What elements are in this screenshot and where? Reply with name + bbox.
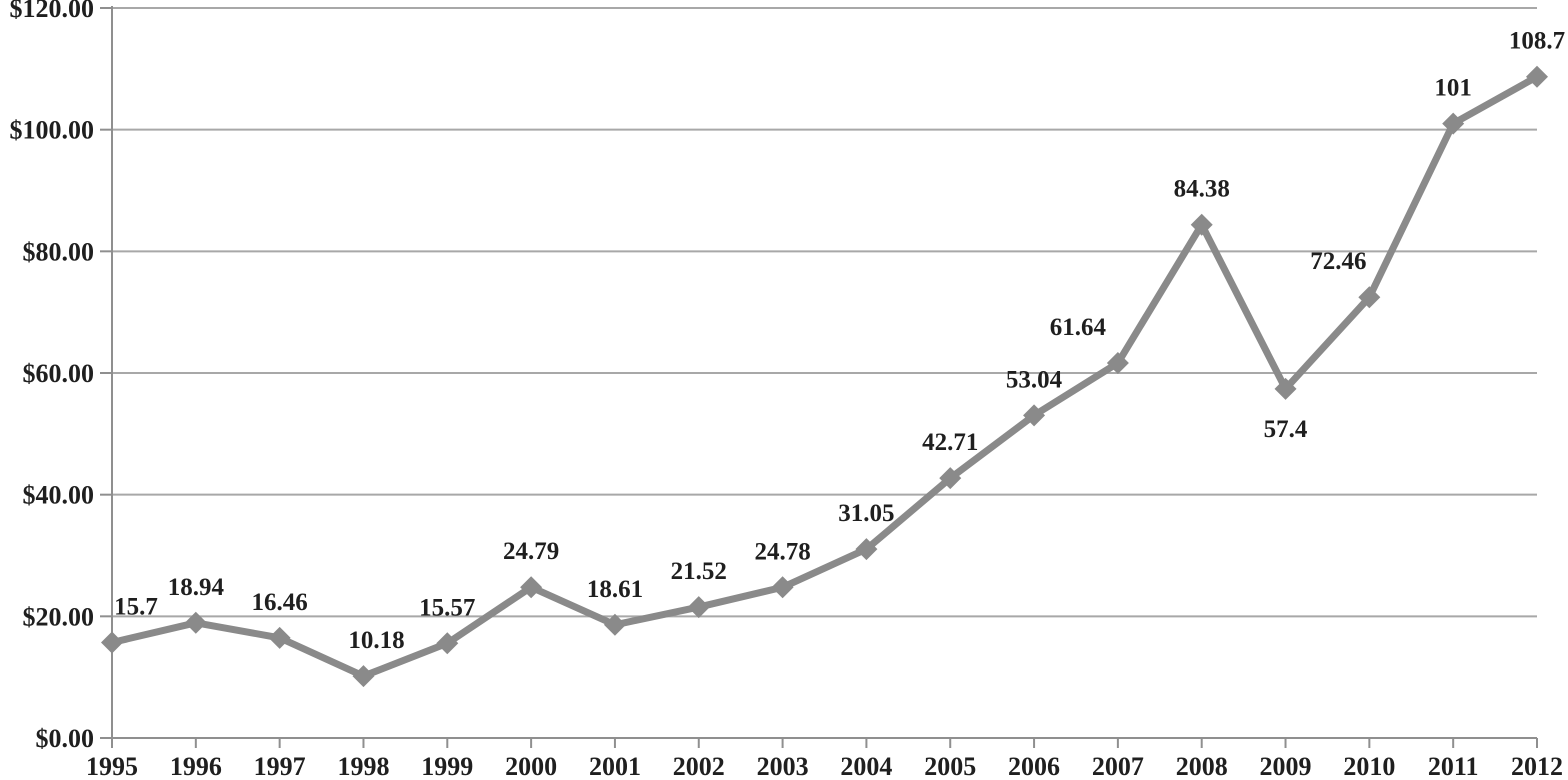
x-axis-tick-label: 1995	[86, 752, 138, 780]
data-point-marker	[1442, 112, 1465, 135]
x-axis-tick-label: 2008	[1176, 752, 1228, 780]
x-axis-tick-label: 2011	[1428, 752, 1479, 780]
data-point-marker	[939, 467, 962, 490]
y-axis-tick-label: $60.00	[23, 359, 95, 388]
data-point-label: 72.46	[1310, 248, 1366, 275]
x-axis-tick-label: 2007	[1092, 752, 1144, 780]
y-axis-tick-label: $120.00	[10, 0, 95, 23]
data-point-label: 61.64	[1050, 314, 1107, 341]
y-axis-tick-label: $0.00	[36, 724, 95, 753]
data-point-label: 108.7	[1509, 28, 1565, 55]
data-point-label: 57.4	[1264, 416, 1308, 443]
data-point-marker	[268, 626, 291, 649]
data-point-label: 18.94	[168, 574, 225, 601]
data-point-label: 10.18	[348, 627, 404, 654]
data-point-label: 15.57	[419, 594, 475, 621]
data-point-marker	[1106, 352, 1129, 375]
x-axis-tick-label: 2010	[1343, 752, 1395, 780]
data-point-marker	[184, 611, 207, 634]
data-point-marker	[520, 576, 543, 599]
data-point-label: 101	[1434, 75, 1472, 102]
x-axis-tick-label: 2005	[924, 752, 976, 780]
x-axis-tick-label: 1999	[421, 752, 473, 780]
data-point-label: 16.46	[252, 589, 308, 616]
x-axis-tick-label: 2004	[840, 752, 892, 780]
data-point-label: 31.05	[838, 500, 894, 527]
data-point-label: 24.79	[503, 538, 559, 565]
data-point-marker	[1190, 213, 1213, 236]
series-line	[108, 73, 1541, 680]
data-point-label: 21.52	[671, 558, 727, 585]
x-axis-tick-label: 2002	[673, 752, 725, 780]
data-point-label: 24.78	[754, 538, 810, 565]
x-axis-tick-label: 1996	[170, 752, 222, 780]
data-point-marker	[436, 632, 459, 655]
data-point-marker	[687, 596, 710, 619]
y-axis-tick-label: $40.00	[23, 481, 95, 510]
data-point-marker	[855, 538, 878, 561]
y-axis-tick-label: $100.00	[10, 116, 95, 145]
x-axis-tick-label: 1998	[337, 752, 389, 780]
x-axis-tick-label: 1997	[254, 752, 306, 780]
data-point-marker	[1023, 404, 1046, 427]
data-point-marker	[1526, 65, 1548, 88]
x-axis-tick-label: 2012	[1511, 752, 1563, 780]
data-point-label: 53.04	[1006, 366, 1063, 393]
data-point-label: 15.7	[114, 593, 158, 620]
y-axis-tick-label: $20.00	[23, 602, 95, 631]
data-point-marker	[603, 613, 626, 636]
data-point-label: 18.61	[587, 576, 643, 603]
data-point-label: 42.71	[922, 429, 978, 456]
x-axis-tick-label: 2003	[757, 752, 809, 780]
x-axis-tick-label: 2001	[589, 752, 641, 780]
x-axis-tick-label: 2006	[1008, 752, 1060, 780]
x-axis-tick-label: 2009	[1260, 752, 1312, 780]
data-point-marker	[101, 631, 123, 654]
y-axis-tick-label: $80.00	[23, 237, 95, 266]
x-axis-tick-label: 2000	[505, 752, 557, 780]
data-point-marker	[771, 576, 794, 599]
data-point-marker	[352, 665, 375, 688]
data-point-marker	[1358, 286, 1381, 309]
data-point-label: 84.38	[1174, 176, 1230, 203]
data-point-marker	[1274, 377, 1297, 400]
